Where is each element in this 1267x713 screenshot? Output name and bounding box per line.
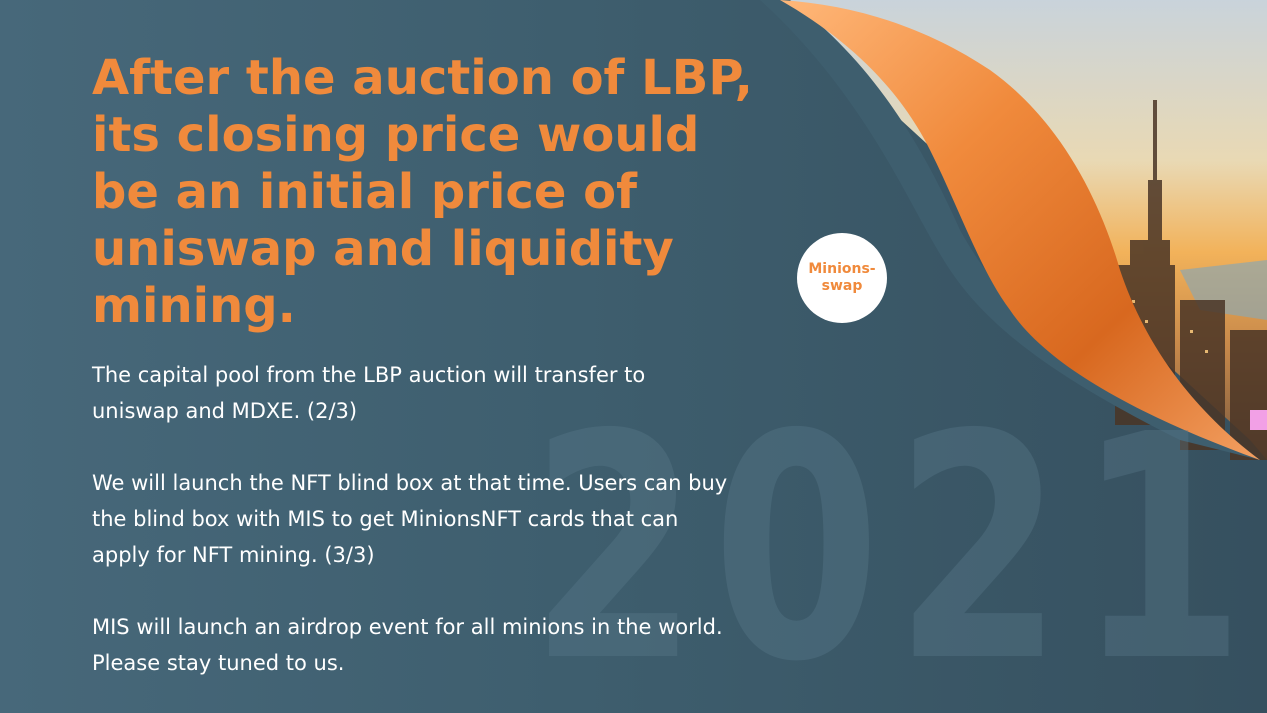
year-watermark: 2021: [530, 369, 1260, 713]
minionsswap-logo-badge: Minions- swap: [797, 233, 887, 323]
paragraph-lbp-pool: The capital pool from the LBP auction wi…: [92, 363, 646, 423]
city-skyline-image: [760, 0, 1267, 460]
headline: After the auction of LBP, its closing pr…: [92, 50, 753, 334]
badge-line-1: Minions-: [808, 261, 876, 277]
body-text: The capital pool from the LBP auction wi…: [92, 357, 732, 713]
badge-line-2: swap: [821, 278, 863, 294]
paragraph-airdrop: MIS will launch an airdrop event for all…: [92, 615, 723, 675]
paragraph-nft-blind-box: We will launch the NFT blind box at that…: [92, 471, 728, 567]
